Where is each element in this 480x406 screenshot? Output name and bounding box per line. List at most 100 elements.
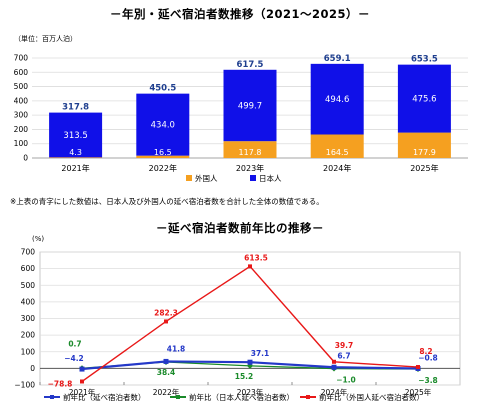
y-tick-label: 600 xyxy=(21,264,36,273)
chart2-title: －延べ宿泊者数前年比の推移－ xyxy=(156,221,324,235)
y-tick-label: 100 xyxy=(14,139,29,148)
data-label-japanese: 494.6 xyxy=(325,95,349,105)
x-tick-label: 2025年 xyxy=(405,387,432,397)
data-label-japanese: 434.0 xyxy=(151,121,175,131)
marker-foreign xyxy=(332,359,336,364)
legend-marker-foreign xyxy=(306,395,310,399)
y-tick-label: 200 xyxy=(14,125,29,134)
data-label-total: 37.1 xyxy=(251,349,270,358)
data-label-japanese: 499.7 xyxy=(238,101,262,111)
data-label-total: 659.1 xyxy=(324,54,351,64)
bar-foreign xyxy=(397,132,451,158)
data-label-foreign: 16.5 xyxy=(154,148,172,157)
data-label-japanese: 15.2 xyxy=(235,372,254,381)
x-tick-label: 2025年 xyxy=(410,163,438,173)
legend-label-foreign: 外国人 xyxy=(195,173,218,183)
bar-japanese xyxy=(310,63,364,135)
marker-foreign xyxy=(416,365,420,370)
y-tick-label: 300 xyxy=(14,111,29,120)
data-label-foreign: 39.7 xyxy=(335,341,354,350)
data-label-japanese: 475.6 xyxy=(412,95,436,105)
line-foreign xyxy=(81,265,419,383)
marker-foreign xyxy=(80,379,84,384)
marker-total xyxy=(415,366,421,372)
marker-total xyxy=(247,359,253,365)
y-tick-label: 500 xyxy=(14,82,29,91)
x-tick-label: 2021年 xyxy=(69,387,96,397)
line-japanese xyxy=(81,361,419,370)
data-label-foreign: 8.2 xyxy=(419,347,432,356)
bar-chart: 0 100 200 300 400 500 600 700 4.3 313.5 317.8 2021年… xyxy=(14,54,468,183)
y-tick-label: 100 xyxy=(21,347,36,356)
data-label-total: 6.7 xyxy=(337,351,350,360)
data-label-foreign: −78.8 xyxy=(48,379,73,388)
marker-japanese xyxy=(331,365,337,372)
legend-marker-total xyxy=(50,395,54,399)
chart1-title: －年別・延べ宿泊者数推移（2021～2025）－ xyxy=(109,7,370,21)
x-tick-label: 2022年 xyxy=(149,163,177,173)
y-tick-label: 0 xyxy=(23,154,28,163)
bar-japanese xyxy=(223,69,277,142)
data-label-foreign: 613.5 xyxy=(244,253,268,262)
marker-total xyxy=(79,366,85,372)
y-tick-label: −100 xyxy=(14,381,35,390)
bar-japanese xyxy=(49,112,103,158)
data-label-total: −4.2 xyxy=(64,354,84,363)
y-tick-label: 300 xyxy=(21,314,36,323)
data-label-foreign: 4.3 xyxy=(69,148,82,157)
y-tick-label: 700 xyxy=(14,54,29,63)
data-label-foreign: 282.3 xyxy=(154,308,178,317)
x-tick-label: 2023年 xyxy=(237,387,264,397)
legend-label-foreign: 前年比（外国人延べ宿泊者数） xyxy=(319,392,424,402)
bar-foreign xyxy=(136,155,190,158)
data-label-total: 317.8 xyxy=(62,103,89,113)
y-tick-label: 500 xyxy=(21,281,36,290)
y-tick-label: 700 xyxy=(21,248,36,257)
x-tick-label: 2021年 xyxy=(61,163,89,173)
legend-label-japanese: 前年比（日本人延べ宿泊者数） xyxy=(189,392,294,402)
x-tick-label: 2024年 xyxy=(323,163,351,173)
marker-total xyxy=(163,358,169,364)
data-label-total: 450.5 xyxy=(149,84,176,94)
y-tick-label: 600 xyxy=(14,68,29,77)
data-label-japanese: −1.0 xyxy=(336,376,356,385)
data-label-total: 653.5 xyxy=(411,55,438,65)
legend-label-total: 前年比（延べ宿泊者数） xyxy=(63,392,146,402)
plot-area-frame xyxy=(39,251,461,386)
legend-label-japanese: 日本人 xyxy=(259,173,282,183)
data-label-total: 617.5 xyxy=(237,60,264,70)
line-total xyxy=(81,360,419,371)
marker-japanese xyxy=(163,358,169,365)
marker-japanese xyxy=(247,362,253,369)
bar-foreign xyxy=(223,141,277,158)
data-label-japanese: 313.5 xyxy=(63,131,87,141)
y-tick-label: 200 xyxy=(21,331,36,340)
marker-total xyxy=(331,364,337,370)
legend-swatch-foreign xyxy=(186,175,192,181)
y-tick-label: 400 xyxy=(14,96,29,105)
data-label-total: 41.8 xyxy=(167,344,186,353)
bar-foreign xyxy=(49,157,103,158)
marker-japanese xyxy=(79,365,85,372)
bar-foreign xyxy=(310,134,364,158)
chart2-unit-label: (%) xyxy=(32,235,45,243)
legend-swatch-japanese xyxy=(250,175,256,181)
x-tick-label: 2023年 xyxy=(236,163,264,173)
marker-japanese xyxy=(415,366,421,373)
marker-foreign xyxy=(164,319,168,324)
x-tick-label: 2024年 xyxy=(321,387,348,397)
data-label-foreign: 117.8 xyxy=(239,148,262,157)
bar-japanese xyxy=(136,93,190,156)
data-label-foreign: 164.5 xyxy=(326,148,349,157)
data-label-japanese: 38.4 xyxy=(157,368,176,377)
data-label-total: −0.8 xyxy=(418,354,438,363)
data-label-foreign: 177.9 xyxy=(413,148,436,157)
legend-marker-japanese xyxy=(176,395,180,399)
data-label-japanese: −3.8 xyxy=(418,376,438,385)
chart1-note: ※上表の青字にした数値は、日本人及び外国人の延べ宿泊者数を合計した全体の数値であ… xyxy=(10,197,324,206)
y-tick-label: 400 xyxy=(21,297,36,306)
marker-foreign xyxy=(248,264,252,269)
x-tick-label: 2022年 xyxy=(153,387,180,397)
bar-japanese xyxy=(397,64,451,133)
